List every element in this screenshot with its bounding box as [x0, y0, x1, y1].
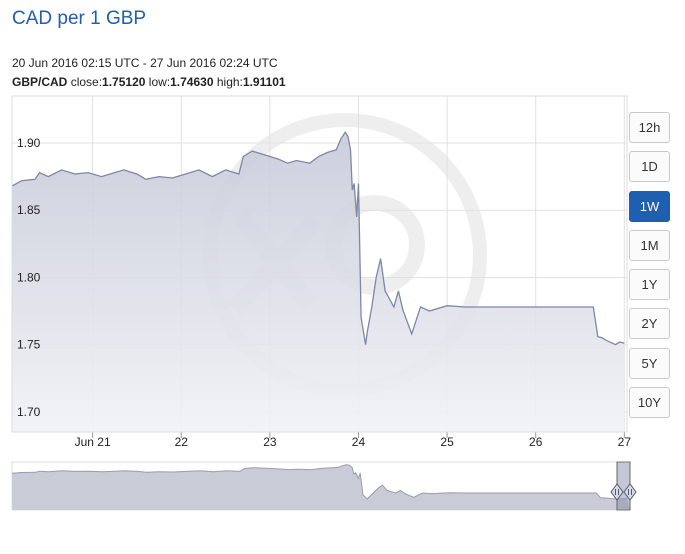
high-label: high:: [216, 75, 243, 89]
y-tick-label: 1.70: [17, 405, 41, 419]
range-button-2y[interactable]: 2Y: [629, 308, 670, 340]
high-value: 1.91101: [242, 75, 286, 89]
x-tick-label: 22: [175, 435, 189, 449]
x-tick-label: 27: [618, 435, 632, 449]
date-range: 20 Jun 2016 02:15 UTC - 27 Jun 2016 02:2…: [12, 56, 278, 70]
range-button-1w[interactable]: 1W: [629, 190, 670, 222]
price-area: [12, 132, 625, 433]
close-value: 1.75120: [102, 75, 146, 89]
low-label: low:: [148, 75, 171, 89]
y-tick-label: 1.75: [17, 338, 41, 352]
range-selector: 12h 1D 1W 1M 1Y 2Y 5Y 10Y: [629, 112, 670, 426]
navigator-right-handle-icon[interactable]: [623, 462, 637, 510]
range-button-5y[interactable]: 5Y: [629, 347, 670, 379]
range-button-10y[interactable]: 10Y: [629, 387, 670, 419]
price-line: [11, 131, 625, 346]
stats-line: GBP/CAD close:1.75120 low:1.74630 high:1…: [12, 75, 286, 89]
x-axis: Jun 21 22 23 24 25 26 27: [12, 431, 632, 449]
x-tick-label: 23: [263, 435, 277, 449]
x-tick-label: 25: [440, 435, 454, 449]
x-tick-label: 24: [352, 435, 366, 449]
y-tick-label: 1.90: [17, 136, 41, 150]
handle-grip: [623, 483, 637, 501]
price-chart[interactable]: 1.70 1.75 1.80 1.85 1.90 Jun 21 22 23 24 25 26 27: [0, 0, 685, 460]
y-axis: 1.70 1.75 1.80 1.85 1.90: [17, 136, 41, 419]
close-label: close:: [70, 75, 103, 89]
plot-border: [11, 95, 628, 433]
navigator-area: [12, 464, 630, 510]
range-button-1y[interactable]: 1Y: [629, 269, 670, 301]
navigator-line: [11, 464, 628, 500]
chart-title: CAD per 1 GBP: [12, 8, 147, 29]
range-button-12h[interactable]: 12h: [629, 112, 670, 143]
navigator-left-handle-icon[interactable]: [610, 462, 624, 510]
range-button-1m[interactable]: 1M: [629, 229, 670, 261]
range-button-1d[interactable]: 1D: [629, 151, 670, 183]
x-tick-label: 26: [529, 435, 543, 449]
low-value: 1.74630: [170, 75, 214, 89]
range-navigator[interactable]: [0, 458, 685, 554]
y-tick-label: 1.85: [17, 203, 41, 217]
y-tick-label: 1.80: [17, 270, 41, 284]
x-tick-label: Jun 21: [75, 435, 111, 449]
currency-pair: GBP/CAD: [12, 75, 68, 89]
handle-grip: [610, 483, 624, 501]
